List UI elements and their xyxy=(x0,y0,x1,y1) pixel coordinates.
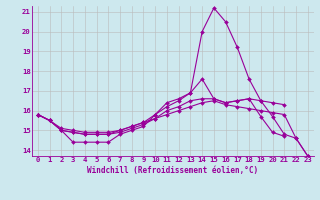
X-axis label: Windchill (Refroidissement éolien,°C): Windchill (Refroidissement éolien,°C) xyxy=(87,166,258,175)
